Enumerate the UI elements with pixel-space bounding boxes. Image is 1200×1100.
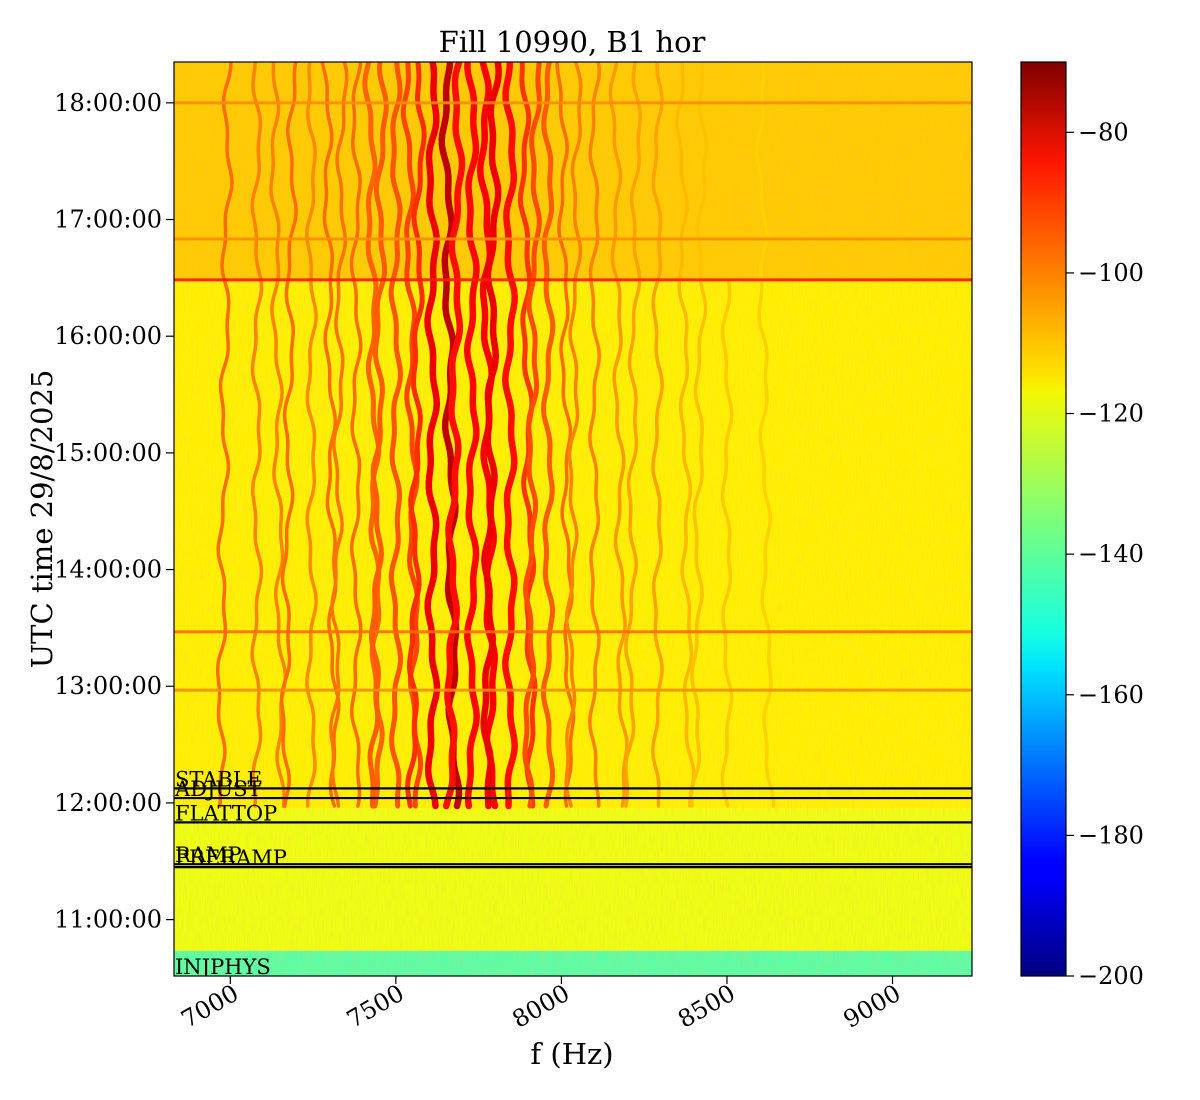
y-tick-label-150000: 15:00:00 xyxy=(54,439,162,467)
y-tick-label-110000: 11:00:00 xyxy=(54,906,162,934)
colorbar-tick-label-100: −100 xyxy=(1078,259,1144,287)
spectral-line-18 xyxy=(480,62,502,810)
y-axis: 11:00:00 12:00:00 13:00:00 14:00:00 15:00:00… xyxy=(54,89,174,934)
spectral-line-13 xyxy=(424,62,441,810)
spectral-line-29 xyxy=(675,62,696,808)
spectral-line-21 xyxy=(522,62,542,809)
spectral-line-6 xyxy=(329,62,349,808)
spectral-line-4 xyxy=(305,62,318,808)
y-axis-label: UTC time 29/8/2025 xyxy=(25,370,59,669)
colorbar-tick-label-80: −80 xyxy=(1078,118,1129,146)
colorbar-ticks: −80 −100 −120 −140 −160 −180 −200 xyxy=(1066,118,1144,990)
spectral-line-7 xyxy=(349,62,363,808)
spectral-lines-layer xyxy=(215,62,776,810)
x-axis: 7000 7500 8000 8500 9000 xyxy=(176,976,906,1034)
y-tick-label-120000: 12:00:00 xyxy=(54,789,162,817)
colorbar-gradient xyxy=(1020,61,1067,977)
horizontal-streak-2 xyxy=(174,688,972,692)
horizontal-streak-1 xyxy=(174,630,972,634)
annotation-label-flattop: FLATTOP xyxy=(175,801,277,825)
spectral-line-23 xyxy=(555,62,576,808)
spectral-line-26 xyxy=(608,62,629,808)
colorbar-tick-label-140: −140 xyxy=(1078,540,1144,568)
y-tick-label-130000: 13:00:00 xyxy=(54,672,162,700)
x-tick-label-9000: 9000 xyxy=(839,979,906,1034)
colorbar: −80 −100 −120 −140 −160 −180 −200 xyxy=(1020,61,1144,990)
colorbar-tick-label-180: −180 xyxy=(1078,821,1144,849)
spectral-line-25 xyxy=(587,62,602,808)
horizontal-streak-3 xyxy=(174,237,972,241)
y-tick-label-170000: 17:00:00 xyxy=(54,206,162,234)
y-tick-label-180000: 18:00:00 xyxy=(54,89,162,117)
x-axis-label: f (Hz) xyxy=(530,1037,613,1071)
spectral-line-15 xyxy=(442,62,466,810)
spectral-line-9 xyxy=(367,62,389,809)
y-tick-label-140000: 14:00:00 xyxy=(54,556,162,584)
spectral-line-16 xyxy=(463,62,480,810)
spectral-line-1 xyxy=(250,62,264,808)
spectral-line-19 xyxy=(502,62,518,810)
x-tick-label-8500: 8500 xyxy=(673,979,740,1034)
spectral-line-10 xyxy=(388,62,404,809)
spectral-line-31 xyxy=(720,62,734,808)
horizontal-streak-0 xyxy=(174,278,972,282)
spectral-line-28 xyxy=(650,62,664,808)
annotation-label-adjust: ADJUST xyxy=(174,777,262,801)
spectral-line-0 xyxy=(215,62,234,808)
spectral-line-12 xyxy=(405,62,427,809)
annotation-label-preramp: PRERAMP xyxy=(175,846,287,870)
colorbar-tick-label-120: −120 xyxy=(1078,400,1144,428)
spectral-line-27 xyxy=(624,62,642,808)
spectral-line-30 xyxy=(689,62,709,808)
spectral-line-24 xyxy=(564,62,583,808)
x-tick-label-7500: 7500 xyxy=(342,979,409,1034)
spectral-line-3 xyxy=(279,62,298,808)
colorbar-tick-label-160: −160 xyxy=(1078,681,1144,709)
spectral-line-14 xyxy=(438,62,463,810)
x-tick-label-8000: 8000 xyxy=(508,979,575,1034)
horizontal-streaks-layer xyxy=(174,101,972,692)
annotation-label-stable: STABLE xyxy=(175,767,262,791)
plot-frame xyxy=(173,61,973,977)
y-tick-label-160000: 16:00:00 xyxy=(54,322,162,350)
chart-title: Fill 10990, B1 hor xyxy=(439,25,706,59)
annotation-label-ramp: RAMP xyxy=(175,843,242,867)
x-tick-label-7000: 7000 xyxy=(176,979,243,1034)
horizontal-streak-4 xyxy=(174,101,972,105)
annotation-label-injphys: INJPHYS xyxy=(175,955,271,979)
spectral-line-22 xyxy=(540,62,556,809)
colorbar-tick-label-200: −200 xyxy=(1078,962,1144,990)
spectral-line-32 xyxy=(754,62,776,808)
